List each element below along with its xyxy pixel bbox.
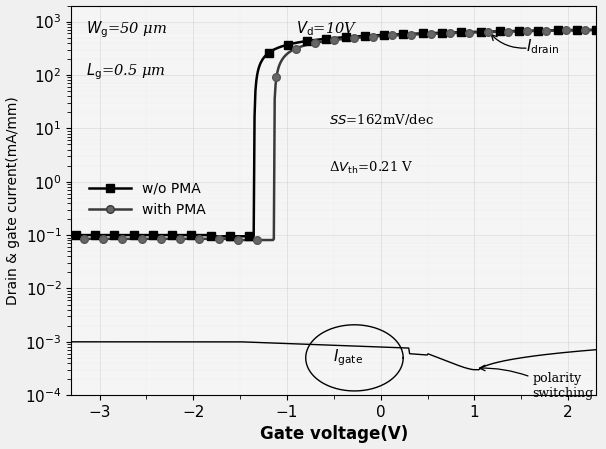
Text: $I_{\rm gate}$: $I_{\rm gate}$ [333,348,363,368]
X-axis label: Gate voltage(V): Gate voltage(V) [260,426,408,444]
Text: Δ$V_{\rm th}$=0.21 V: Δ$V_{\rm th}$=0.21 V [329,160,414,176]
Text: polarity
switching: polarity switching [533,372,594,400]
Legend: w/o PMA, with PMA: w/o PMA, with PMA [84,176,211,222]
Y-axis label: Drain & gate current(mA/mm): Drain & gate current(mA/mm) [5,96,19,305]
Text: $L_{\rm g}$=0.5 μm: $L_{\rm g}$=0.5 μm [85,61,165,82]
Text: $SS$=162mV/dec: $SS$=162mV/dec [329,112,434,127]
Text: $V_{\rm d}$=10V: $V_{\rm d}$=10V [296,19,358,38]
Text: $I_{\rm drain}$: $I_{\rm drain}$ [526,37,559,56]
Text: $W_{\rm g}$=50 μm: $W_{\rm g}$=50 μm [85,20,167,40]
